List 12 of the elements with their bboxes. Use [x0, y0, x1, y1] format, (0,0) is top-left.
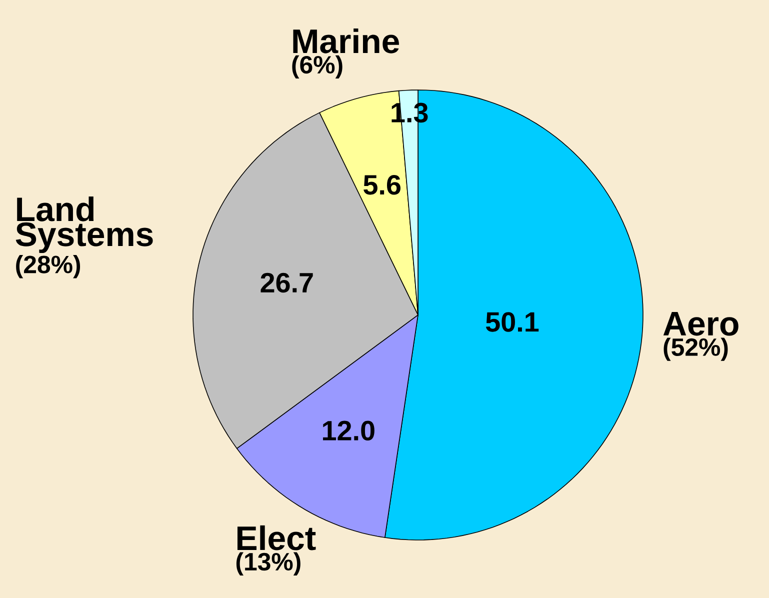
- data-label: 5.6: [364, 174, 400, 195]
- slice-label: Elect: [237, 525, 316, 550]
- slice-label: Land Systems: [16, 196, 153, 254]
- text: (52%): [664, 338, 728, 361]
- text: (6%): [292, 55, 342, 79]
- text: (28%): [16, 255, 80, 278]
- text: (13%): [236, 552, 300, 576]
- data-label: 50.1: [486, 312, 539, 332]
- slice-label: Aero: [663, 312, 738, 336]
- data-label: 12.0: [323, 420, 374, 441]
- data-label: 26.7: [260, 272, 313, 293]
- slice-label: Marine: [293, 28, 400, 54]
